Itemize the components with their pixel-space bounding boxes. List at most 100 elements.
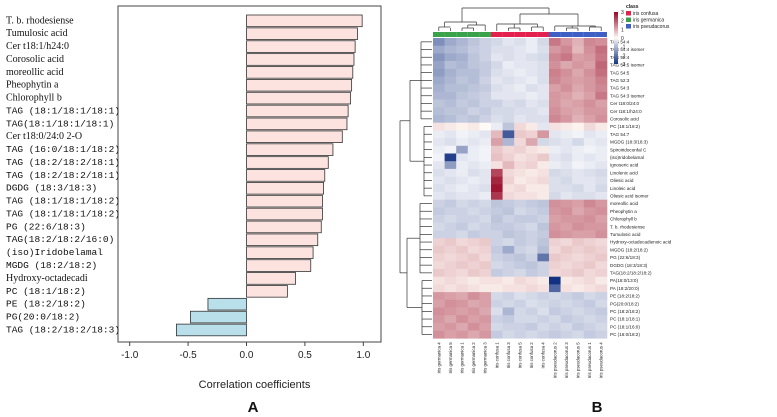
heatmap-cell [467, 299, 480, 308]
bar-label: TAG(18:1/18:1/18:1) [6, 118, 114, 129]
bar-label: T. b. rhodesiense [6, 15, 74, 26]
heatmap-cell [514, 38, 527, 46]
bar-label: DGDG (18:3/18:3) [6, 183, 97, 194]
heatmap-cell [572, 107, 585, 116]
heatmap-cell [491, 284, 503, 293]
heatmap-cell [433, 107, 445, 116]
bar-label: TAG (18:2/18:2/18:1) [6, 157, 120, 168]
heatmap-cell [514, 215, 527, 224]
row-label: Cer t18:1/h24:0 [610, 109, 642, 114]
heatmap-cell [525, 168, 538, 177]
row-label: Pheophytin a [610, 209, 637, 214]
heatmap-cell [525, 245, 538, 254]
bar [246, 246, 314, 259]
heatmap-cell [572, 261, 585, 270]
heatmap-cell [467, 153, 480, 162]
heatmap-cell [479, 84, 492, 93]
heatmap-cell [583, 107, 596, 116]
heatmap-cell [479, 122, 492, 131]
bar [246, 130, 343, 143]
heatmap-cell [549, 276, 561, 285]
legend-label: iris germanica [633, 18, 664, 24]
heatmap-cell [467, 45, 480, 54]
heatmap-cell [467, 68, 480, 77]
heatmap-cell [514, 307, 527, 316]
heatmap-cell [537, 38, 550, 46]
heatmap-cell [479, 261, 492, 270]
heatmap-cell [467, 107, 480, 116]
heatmap-cell [456, 207, 469, 216]
heatmap-cell [595, 207, 608, 216]
bar-label: MGDG (18:2/18:2) [6, 260, 97, 271]
heatmap-cell [444, 245, 457, 254]
heatmap-cell [583, 138, 596, 147]
heatmap-cell [572, 99, 585, 108]
heatmap-cell [456, 99, 469, 108]
column-label: Iris pseudacorus 4 [599, 342, 604, 378]
heatmap-cell [549, 138, 561, 147]
heatmap-cell [537, 76, 550, 85]
heatmap-cell [502, 145, 515, 154]
heatmap-cell [525, 161, 538, 170]
heatmap-cell [467, 238, 480, 247]
row-label: PA(18:0/13:0) [610, 278, 638, 283]
heatmap-cell [537, 68, 550, 77]
x-tick-label: -0.5 [179, 350, 197, 361]
bar [246, 66, 354, 79]
row-label: moreollic acid [610, 201, 639, 206]
heatmap-cell [549, 45, 561, 54]
heatmap-cell [433, 53, 445, 62]
heatmap-cell [433, 91, 445, 100]
heatmap-cell [595, 145, 608, 154]
heatmap-cell [560, 91, 573, 100]
heatmap-cell [456, 153, 469, 162]
heatmap-cell [537, 253, 550, 262]
heatmap-cell [525, 307, 538, 316]
heatmap-cell [549, 315, 561, 324]
heatmap-cell [560, 230, 573, 239]
column-label: Iris germanica 5 [448, 342, 453, 374]
heatmap-cell [491, 61, 503, 70]
column-label: Iris pseudacorus 2 [552, 342, 557, 378]
heatmap-cell [491, 230, 503, 239]
bar-label: Chlorophyll b [6, 93, 62, 104]
column-label: Iris germanica 3 [483, 342, 488, 374]
heatmap-cell [456, 138, 469, 147]
heatmap-cell [549, 253, 561, 262]
class-bar-cell [595, 32, 607, 37]
bar-label: TAG (16:0/18:1/18:2) [6, 144, 120, 155]
heatmap-cell [456, 276, 469, 285]
heatmap-cell [444, 222, 457, 231]
heatmap-cell [595, 130, 608, 139]
heatmap-cell [467, 261, 480, 270]
class-bar-cell [560, 32, 573, 37]
colorbar [614, 12, 618, 64]
row-label: DGDG (18:3/18:3) [610, 263, 648, 268]
heatmap-cell [572, 184, 585, 193]
heatmap-cell [514, 261, 527, 270]
class-bar-cell [572, 32, 584, 37]
heatmap-cell [502, 215, 515, 224]
heatmap-cell [525, 99, 538, 108]
row-label: PA (18:2/20:0) [610, 286, 639, 291]
row-label: PG (22:6/18:3) [610, 255, 641, 260]
heatmap-cell [572, 115, 585, 123]
bar-label: Corosolic acid [6, 54, 64, 65]
heatmap-cell [549, 176, 561, 185]
heatmap-cell [514, 61, 527, 70]
heatmap-cell [467, 276, 480, 285]
row-label: TAG 54:4 [610, 40, 630, 45]
heatmap-cell [595, 292, 608, 301]
row-label: Linoleic acid [610, 186, 636, 191]
heatmap-cell [572, 253, 585, 262]
heatmap-cell [583, 292, 596, 301]
row-label: Chlorophyll b [610, 217, 637, 222]
row-label: TAG 52:4 [610, 55, 630, 60]
heatmap-cell [491, 145, 503, 154]
heatmap-cell [549, 122, 561, 131]
heatmap-cell [560, 130, 573, 139]
heatmap-cell [537, 184, 550, 193]
heatmap-cell [560, 38, 573, 46]
heatmap-cell [502, 53, 515, 62]
heatmap-cell [502, 115, 515, 123]
